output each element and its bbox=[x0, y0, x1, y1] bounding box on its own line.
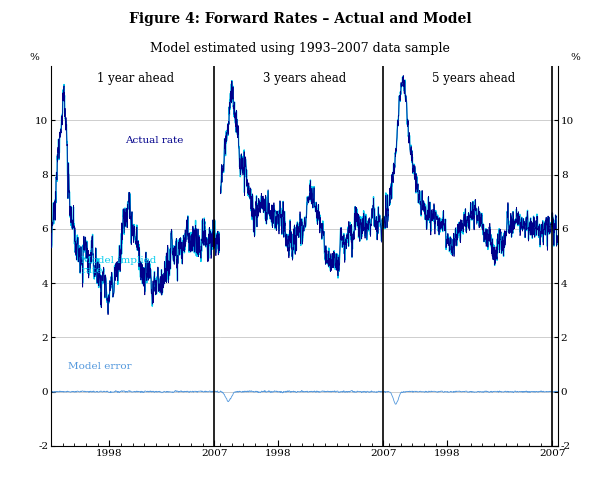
Text: %: % bbox=[29, 53, 39, 62]
Text: Figure 4: Forward Rates – Actual and Model: Figure 4: Forward Rates – Actual and Mod… bbox=[128, 12, 472, 26]
Text: %: % bbox=[570, 53, 580, 62]
Text: 5 years ahead: 5 years ahead bbox=[432, 72, 515, 85]
Text: 3 years ahead: 3 years ahead bbox=[263, 72, 346, 85]
Text: Model implied
rate: Model implied rate bbox=[82, 256, 157, 275]
Text: Actual rate: Actual rate bbox=[125, 136, 184, 146]
Text: Model error: Model error bbox=[68, 363, 131, 371]
Text: Model estimated using 1993–2007 data sample: Model estimated using 1993–2007 data sam… bbox=[150, 42, 450, 55]
Text: 1 year ahead: 1 year ahead bbox=[97, 72, 174, 85]
